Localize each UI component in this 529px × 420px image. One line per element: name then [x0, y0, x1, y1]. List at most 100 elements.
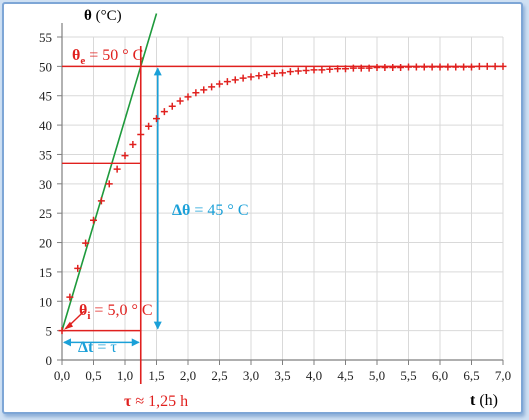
- data-point: [263, 71, 271, 79]
- data-point: [74, 264, 82, 272]
- data-point: [137, 130, 145, 138]
- delta-t-arrowhead-left: [63, 338, 71, 347]
- y-tick-label: 5: [46, 324, 53, 339]
- data-point: [97, 197, 105, 205]
- data-point: [192, 89, 200, 97]
- x-tick-label: 4,0: [306, 368, 322, 383]
- data-point: [247, 73, 255, 81]
- data-point: [444, 63, 452, 71]
- theta-e-label: θe = 50 ° C: [72, 47, 143, 67]
- x-tick-label: 2,0: [180, 368, 196, 383]
- data-point: [239, 74, 247, 82]
- data-point: [357, 64, 365, 72]
- data-point: [105, 180, 113, 188]
- x-tick-label: 4,5: [337, 368, 353, 383]
- data-point: [412, 63, 420, 71]
- y-axis-unit: (°C): [96, 8, 122, 24]
- data-point: [286, 68, 294, 76]
- data-point: [310, 66, 318, 74]
- x-axis-unit: (h): [479, 392, 498, 409]
- data-point: [302, 66, 310, 74]
- data-point: [271, 69, 279, 77]
- x-tick-label: 0,5: [85, 368, 101, 383]
- data-point: [216, 80, 223, 88]
- x-tick-label: 6,5: [463, 368, 479, 383]
- data-point: [389, 64, 397, 72]
- data-point: [436, 63, 444, 71]
- data-point: [326, 65, 334, 73]
- x-tick-label: 7,0: [495, 368, 511, 383]
- data-point: [342, 65, 349, 73]
- data-point: [318, 66, 326, 74]
- x-tick-label: 3,0: [243, 368, 259, 383]
- y-tick-label: 55: [39, 30, 52, 45]
- tau-label: τ ≈ 1,25 h: [124, 393, 188, 410]
- data-point: [129, 140, 137, 148]
- data-point: [113, 165, 121, 173]
- delta-theta-label: Δθ = 45 ° C: [172, 202, 248, 219]
- y-tick-label: 35: [39, 147, 52, 162]
- x-tick-label: 0,0: [54, 368, 70, 383]
- data-point: [208, 83, 216, 91]
- data-point: [468, 63, 475, 71]
- y-tick-label: 10: [39, 294, 52, 309]
- data-point: [279, 69, 286, 77]
- x-axis-symbol: t: [470, 392, 476, 409]
- x-tick-label: 2,5: [211, 368, 227, 383]
- data-point: [491, 62, 499, 70]
- y-tick-label: 50: [39, 59, 52, 74]
- x-tick-label: 5,0: [369, 368, 385, 383]
- data-point: [160, 108, 168, 116]
- delta-t-arrowhead-right: [131, 338, 140, 347]
- data-point: [200, 86, 208, 94]
- y-axis-symbol: θ: [84, 8, 92, 24]
- delta-theta-arrowhead-bottom: [153, 321, 162, 330]
- data-point: [176, 97, 184, 105]
- data-point: [231, 76, 239, 84]
- y-axis-label: θ (°C): [84, 8, 122, 24]
- data-point: [58, 327, 66, 335]
- data-point: [255, 72, 263, 80]
- data-point: [294, 67, 302, 75]
- theta-i-pointer-head: [64, 321, 73, 330]
- data-markers: [58, 62, 507, 335]
- data-point: [499, 62, 507, 70]
- data-point: [475, 62, 483, 70]
- data-point: [428, 63, 436, 71]
- tick-labels: 0,0 0,5 1,0 1,5 2,0 2,5 3,0 3,5 4,0 4,5 5,0 5,5 6,0 6…: [39, 30, 511, 383]
- y-tick-label: 25: [39, 206, 52, 221]
- data-point: [460, 63, 468, 71]
- y-tick-label: 30: [39, 177, 52, 192]
- data-point: [405, 63, 412, 71]
- data-point: [145, 122, 153, 130]
- data-point: [184, 93, 192, 101]
- delta-theta-arrowhead-top: [153, 67, 162, 76]
- data-point: [420, 63, 428, 71]
- theta-i-label: θi = 5,0 ° C: [79, 302, 153, 322]
- y-tick-label: 40: [39, 118, 52, 133]
- data-point: [82, 239, 90, 247]
- chart-frame: [2, 2, 523, 414]
- x-tick-label: 6,0: [432, 368, 448, 383]
- delta-t-label: Δt = τ: [78, 339, 117, 356]
- x-tick-label: 1,5: [148, 368, 164, 383]
- data-point: [349, 64, 357, 72]
- data-point: [373, 64, 381, 72]
- data-point: [365, 64, 373, 72]
- axes: [57, 23, 504, 365]
- x-tick-label: 1,0: [117, 368, 133, 383]
- y-tick-label: 15: [39, 265, 52, 280]
- x-tick-label: 5,5: [400, 368, 416, 383]
- data-point: [334, 65, 342, 73]
- data-point: [223, 78, 231, 86]
- data-point: [90, 216, 97, 224]
- y-tick-label: 20: [39, 236, 52, 251]
- data-point: [452, 63, 460, 71]
- data-point: [168, 102, 176, 110]
- x-axis-label: t (h): [470, 392, 498, 409]
- x-tick-label: 3,5: [274, 368, 290, 383]
- data-point: [153, 115, 160, 123]
- data-point: [66, 293, 74, 301]
- data-point: [397, 64, 405, 72]
